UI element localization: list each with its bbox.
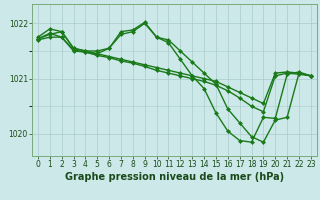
X-axis label: Graphe pression niveau de la mer (hPa): Graphe pression niveau de la mer (hPa) (65, 172, 284, 182)
